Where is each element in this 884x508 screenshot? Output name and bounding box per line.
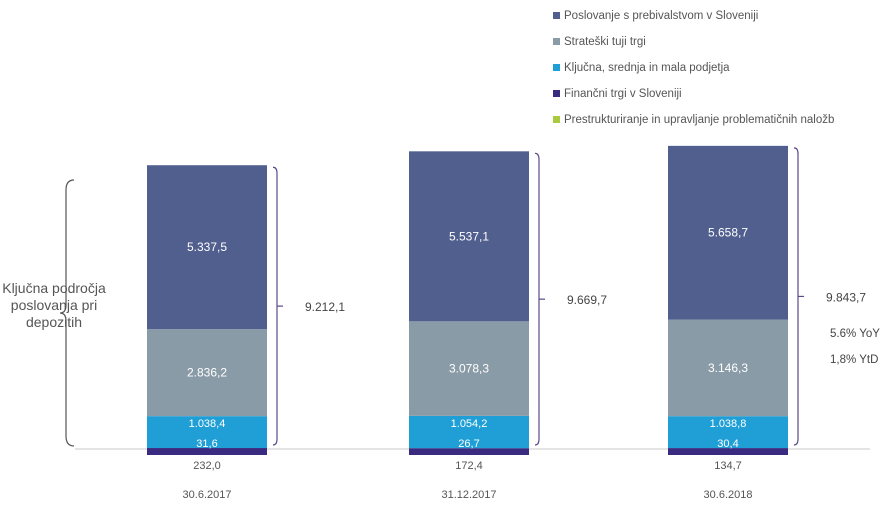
bracket (272, 166, 278, 446)
data-label: 26,7 (458, 438, 479, 450)
legend-label: Prestrukturiranje in upravljanje problem… (564, 114, 835, 126)
bar-segment (668, 145, 788, 320)
bar-segment (147, 448, 267, 449)
bar-segment-negative (668, 449, 788, 455)
legend-swatch (553, 12, 560, 20)
side-label: Ključna področja poslovanja pri depoziti… (2, 280, 106, 330)
legend-swatch (553, 64, 560, 72)
data-label: 3.078,3 (449, 362, 489, 376)
data-label: 5.658,7 (708, 226, 748, 240)
data-label: 30,4 (717, 438, 738, 450)
bar-segment (147, 165, 267, 330)
left-bracket (59, 179, 75, 447)
legend-swatch (553, 90, 560, 98)
bracket (534, 152, 540, 446)
bar-segment-negative (147, 449, 267, 455)
bar-segment-negative (409, 449, 529, 455)
bar-segment (409, 415, 529, 449)
legend-swatch (553, 116, 560, 124)
data-label: 5.337,5 (187, 240, 227, 254)
bar-segment (409, 448, 529, 449)
bar-segment (668, 416, 788, 449)
legend-swatch (553, 38, 560, 46)
legend-item: Prestrukturiranje in upravljanje problem… (553, 114, 834, 126)
category-label: 30.6.2017 (183, 489, 232, 501)
data-label: 2.836,2 (187, 366, 227, 380)
data-label: 172,4 (455, 460, 483, 472)
data-label: 1.054,2 (451, 418, 488, 430)
total-label: 9.669,7 (567, 293, 607, 307)
data-label: 5.537,1 (449, 229, 489, 243)
total-label: 9.212,1 (305, 300, 345, 314)
legend-item: Strateški tuji trgi (553, 36, 646, 48)
data-label: 31,6 (196, 438, 217, 450)
bar-segment (668, 448, 788, 449)
data-label: 3.146,3 (708, 361, 748, 375)
bar-segment (409, 151, 529, 322)
total-label: 9.843,7 (826, 290, 866, 304)
data-label: 232,0 (193, 460, 221, 472)
legend-label: Strateški tuji trgi (564, 36, 646, 48)
legend-label: Finančni trgi v Sloveniji (564, 88, 682, 100)
category-label: 31.12.2017 (441, 489, 496, 501)
legend-label: Ključna, srednja in mala podjetja (564, 62, 730, 74)
data-label: 1.038,8 (710, 418, 747, 430)
ytd-annotation: 1,8% YtD (830, 354, 878, 366)
legend-item: Poslovanje s prebivalstvom v Sloveniji (553, 10, 758, 22)
data-label: 1.038,4 (189, 418, 226, 430)
bracket (793, 147, 799, 446)
bar-segment (147, 329, 267, 417)
bar-segment (668, 319, 788, 417)
bar-segment (147, 416, 267, 449)
data-label: 134,7 (714, 460, 742, 472)
category-label: 30.6.2018 (704, 489, 753, 501)
legend-item: Finančni trgi v Sloveniji (553, 88, 682, 100)
legend-label: Poslovanje s prebivalstvom v Sloveniji (564, 10, 759, 22)
yoy-annotation: 5.6% YoY (830, 328, 880, 340)
legend-item: Ključna, srednja in mala podjetja (553, 62, 730, 74)
bar-segment (409, 321, 529, 416)
